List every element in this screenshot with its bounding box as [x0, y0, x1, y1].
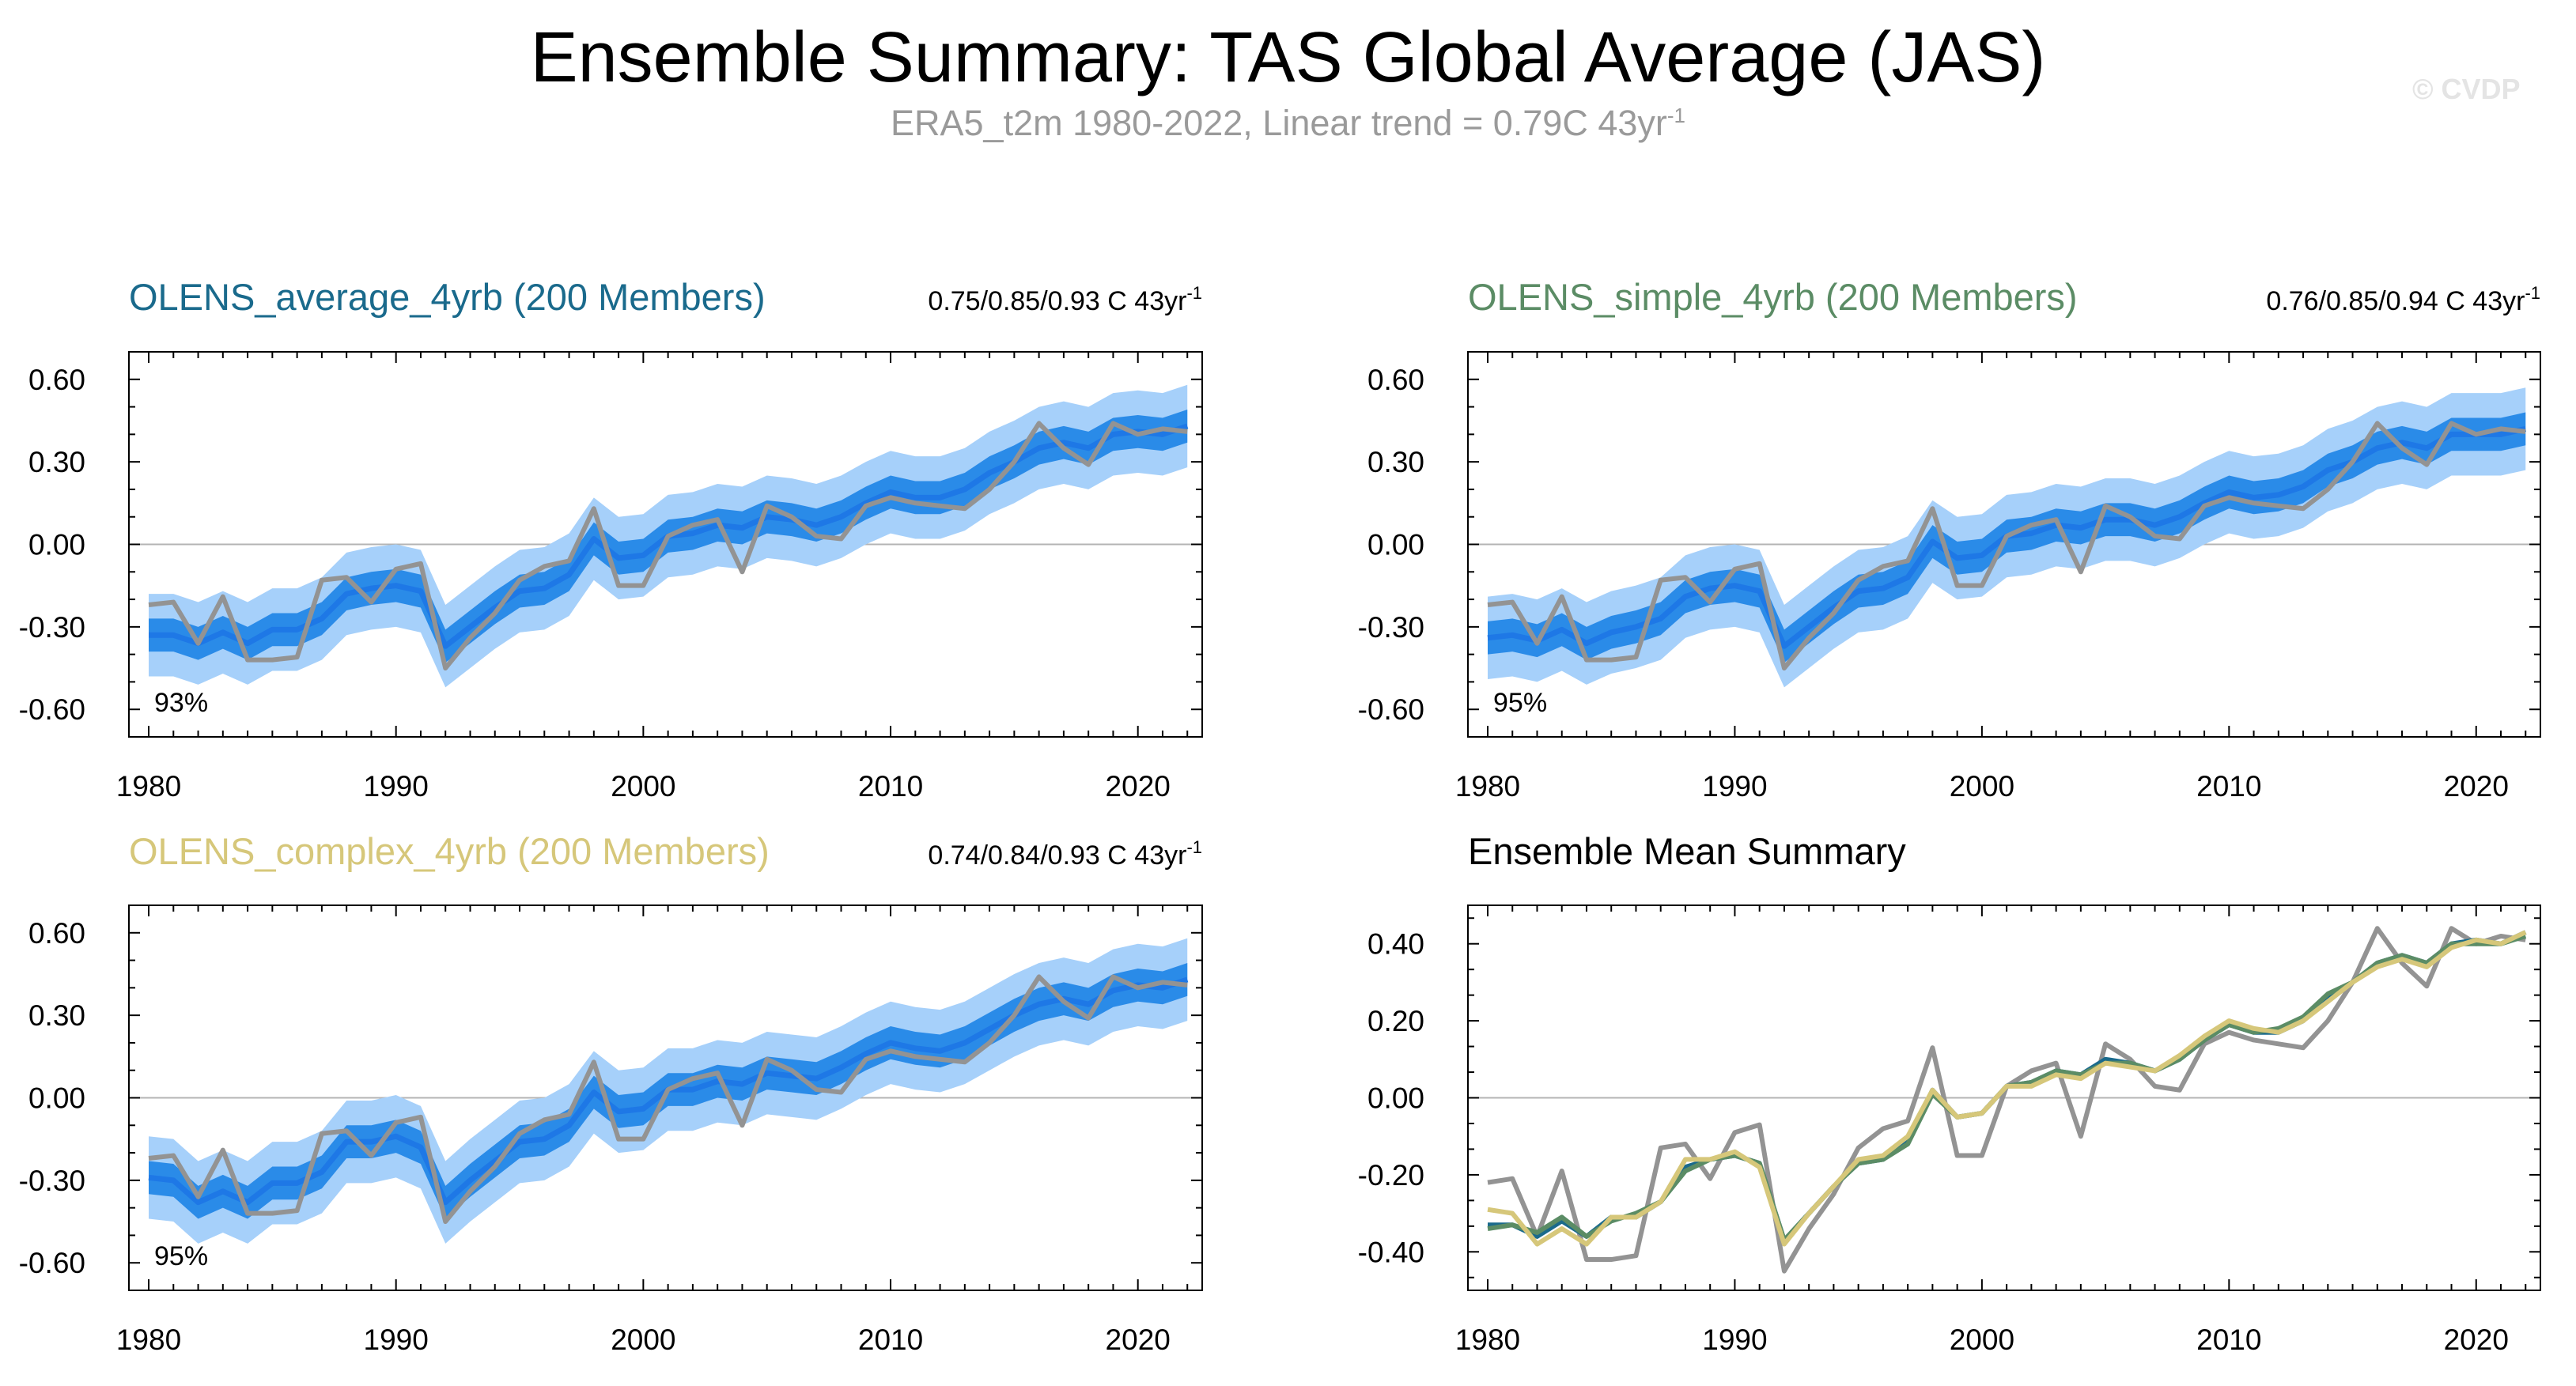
y-tick-label: -0.60	[19, 693, 85, 726]
y-tick-label: -0.20	[1358, 1159, 1424, 1192]
y-tick-label: -0.60	[1358, 693, 1424, 726]
panel-trend-stats: 0.75/0.85/0.93 C 43yr-1	[928, 283, 1202, 316]
series-line-observed	[148, 974, 1188, 1225]
y-tick-label: 0.20	[1367, 1005, 1424, 1037]
x-tick-label: 2010	[2196, 1324, 2261, 1356]
y-tick-label: -0.40	[1358, 1236, 1424, 1268]
series-line-observed	[148, 421, 1188, 671]
x-tick-label: 2020	[2444, 770, 2509, 803]
y-tick-label: -0.30	[1358, 611, 1424, 644]
series-line-olens-complex-4yrb	[1487, 930, 2527, 1247]
panel-title: OLENS_simple_4yrb (200 Members)	[1468, 276, 2078, 318]
x-tick-label: 2020	[2444, 1324, 2509, 1356]
x-tick-label: 1980	[116, 770, 181, 803]
x-tick-label: 2000	[1950, 1324, 2014, 1356]
x-tick-label: 2010	[858, 1324, 923, 1356]
y-tick-label: 0.00	[1367, 1082, 1424, 1115]
chart-panel-1: OLENS_average_4yrb (200 Members) 0.75/0.8…	[19, 276, 1203, 803]
cvdp-watermark: © CVDP	[2412, 73, 2521, 105]
x-tick-label: 2000	[1950, 770, 2014, 803]
x-tick-label: 2000	[611, 1324, 675, 1356]
y-tick-label: 0.00	[1367, 529, 1424, 561]
panel-title: Ensemble Mean Summary	[1468, 830, 1906, 872]
percent-within-spread-label: 93%	[154, 688, 208, 718]
y-tick-label: 0.00	[28, 529, 85, 561]
y-tick-label: 0.30	[28, 999, 85, 1032]
subtitle-superscript: -1	[1666, 104, 1685, 127]
y-tick-label: 0.60	[1367, 364, 1424, 396]
y-tick-label: -0.30	[19, 1165, 85, 1197]
chart-panel-4: Ensemble Mean Summary 1980 1990 2000 2010 202…	[1358, 830, 2541, 1356]
chart-panel-2: OLENS_simple_4yrb (200 Members) 0.76/0.85…	[1358, 276, 2541, 803]
x-tick-label: 1980	[1455, 1324, 1520, 1356]
y-tick-label: 0.40	[1367, 928, 1424, 961]
x-tick-label: 2010	[2196, 770, 2261, 803]
page-subtitle: ERA5_t2m 1980-2022, Linear trend = 0.79C…	[0, 103, 2576, 144]
x-tick-label: 1990	[364, 770, 429, 803]
x-tick-label: 2010	[858, 770, 923, 803]
panel-trend-stats: 0.76/0.85/0.94 C 43yr-1	[2266, 283, 2540, 316]
series-line-observed	[1487, 421, 2526, 671]
x-tick-label: 2020	[1106, 770, 1171, 803]
x-tick-label: 1990	[1702, 770, 1767, 803]
panel-title: OLENS_complex_4yrb (200 Members)	[129, 830, 770, 872]
y-tick-label: 0.60	[28, 364, 85, 396]
percent-within-spread-label: 95%	[1493, 688, 1547, 718]
chart-panel-3: OLENS_complex_4yrb (200 Members) 0.74/0.8…	[19, 830, 1203, 1356]
x-tick-label: 1990	[1702, 1324, 1767, 1356]
y-tick-label: 0.30	[1367, 446, 1424, 478]
page-title: Ensemble Summary: TAS Global Average (JA…	[530, 18, 2046, 97]
panel-trend-stats: 0.74/0.84/0.93 C 43yr-1	[928, 837, 1202, 870]
panel-title: OLENS_average_4yrb (200 Members)	[129, 276, 766, 318]
y-tick-label: 0.00	[28, 1082, 85, 1115]
x-tick-label: 1980	[1455, 770, 1520, 803]
x-tick-label: 2020	[1106, 1324, 1171, 1356]
y-tick-label: 0.60	[28, 917, 85, 950]
y-tick-label: -0.30	[19, 611, 85, 644]
percent-within-spread-label: 95%	[154, 1241, 208, 1271]
series-line-observed	[1487, 926, 2526, 1274]
x-tick-label: 1990	[364, 1324, 429, 1356]
x-tick-label: 1980	[116, 1324, 181, 1356]
y-tick-label: -0.60	[19, 1247, 85, 1279]
x-tick-label: 2000	[611, 770, 675, 803]
y-tick-label: 0.30	[28, 446, 85, 478]
subtitle-text: ERA5_t2m 1980-2022, Linear trend = 0.79C…	[891, 103, 1667, 143]
